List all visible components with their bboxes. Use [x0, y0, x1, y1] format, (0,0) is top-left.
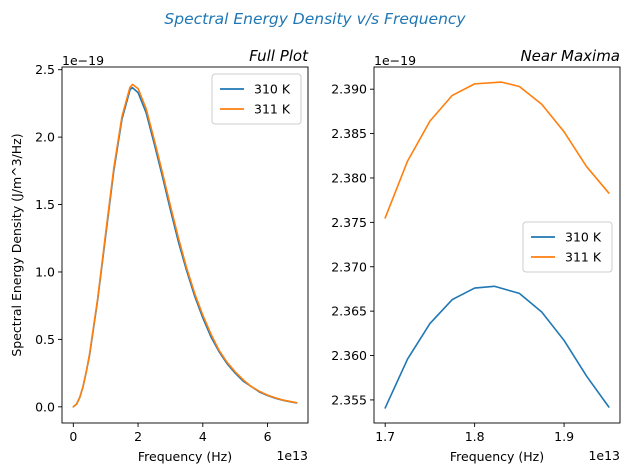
- y-tick-label: 1.0: [35, 264, 55, 279]
- near-maxima-panel: 1.7 1.8 1.9 2.355 2.360 2.365 2.370 2.375 2.380 2…: [331, 47, 621, 464]
- y-tick-label: 2.385: [331, 126, 367, 141]
- y-tick-label: 2.380: [331, 170, 367, 185]
- x-tick-label: 4: [199, 429, 207, 444]
- legend-label: 311 K: [254, 102, 291, 117]
- x-offset-text: 1e13: [276, 448, 308, 463]
- axes-frame: [61, 66, 309, 424]
- x-tick-label: 6: [264, 429, 272, 444]
- y-tick-label: 2.365: [331, 304, 367, 319]
- legend-label: 310 K: [254, 82, 291, 97]
- series-line-310k: [72, 86, 298, 408]
- x-axis-label: Frequency (Hz): [450, 449, 544, 464]
- x-axis-label: Frequency (Hz): [138, 449, 232, 464]
- x-tick-label: 1.7: [375, 429, 395, 444]
- x-offset-text: 1e13: [588, 448, 620, 463]
- y-tick-label: 2.390: [331, 82, 367, 97]
- x-tick-label: 2: [134, 429, 142, 444]
- y-tick-label: 2.375: [331, 215, 367, 230]
- legend-box: [522, 221, 613, 273]
- series-line-311k: [384, 81, 610, 219]
- y-axis-label: Spectral Energy Density (J/m^3/Hz): [9, 133, 24, 356]
- y-tick-label: 0.5: [35, 332, 55, 347]
- y-tick-label: 0.0: [35, 399, 55, 414]
- legend-label: 311 K: [565, 250, 602, 265]
- full-plot-panel: 0 2 4 6 0.0 0.5 1.0 1.5 2.0 2.5 1e−19 1e13 Frequency…: [9, 47, 309, 464]
- panel-title: Full Plot: [249, 47, 309, 65]
- y-tick-label: 2.360: [331, 348, 367, 363]
- legend-label: 310 K: [565, 230, 602, 245]
- axes-frame: [373, 66, 621, 424]
- y-tick-label: 2.0: [35, 130, 55, 145]
- y-tick-label: 2.5: [35, 62, 55, 77]
- series-line-310k: [384, 285, 610, 409]
- y-offset-text: 1e−19: [62, 53, 104, 68]
- x-tick-label: 0: [69, 429, 77, 444]
- y-tick-label: 2.355: [331, 392, 367, 407]
- series-line-311k: [72, 83, 298, 408]
- legend-box: [211, 73, 302, 125]
- y-tick-label: 2.370: [331, 259, 367, 274]
- panel-title: Near Maxima: [520, 47, 620, 65]
- x-tick-label: 1.8: [465, 429, 485, 444]
- figure-title: Spectral Energy Density v/s Frequency: [164, 10, 466, 28]
- x-tick-label: 1.9: [554, 429, 574, 444]
- y-offset-text: 1e−19: [374, 53, 416, 68]
- y-tick-label: 1.5: [35, 197, 55, 212]
